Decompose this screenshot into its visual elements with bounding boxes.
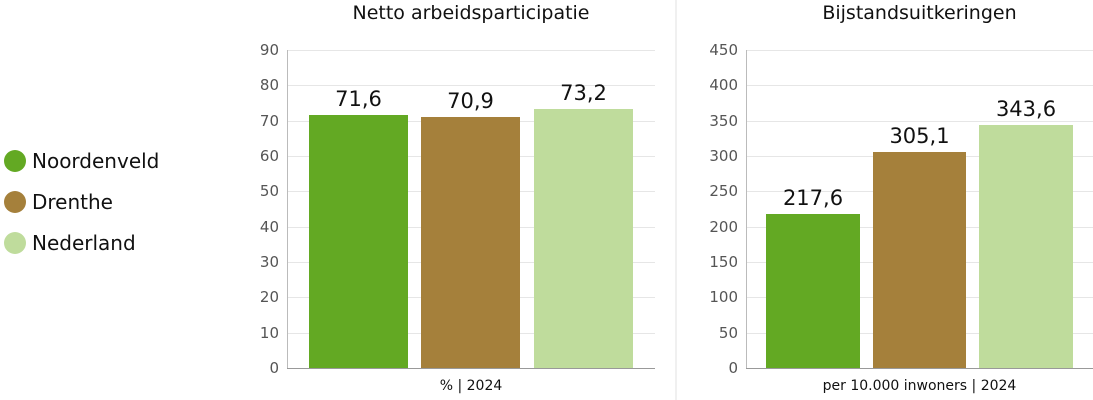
legend-dot-icon — [4, 231, 26, 254]
chart-title: Bijstandsuitkeringen — [822, 2, 1017, 24]
y-axis-line — [287, 50, 288, 368]
bar-value-label: 343,6 — [995, 97, 1057, 122]
legend-item-noordenveld[interactable]: Noordenveld — [4, 140, 159, 181]
y-tick-label: 50 — [718, 324, 738, 342]
y-tick-label: 30 — [259, 253, 279, 271]
x-axis-label: per 10.000 inwoners | 2024 — [822, 378, 1017, 394]
legend: Noordenveld Drenthe Nederland — [4, 140, 159, 263]
y-tick-label: 10 — [259, 324, 279, 342]
bar-drenthe[interactable] — [421, 117, 520, 368]
bar-value-label: 73,2 — [560, 81, 607, 106]
y-tick-label: 250 — [709, 182, 738, 200]
bar-value-label: 71,6 — [335, 87, 382, 111]
bar-noordenveld[interactable] — [766, 214, 860, 368]
gridline — [746, 50, 1093, 51]
y-tick-label: 400 — [709, 76, 738, 94]
y-tick-label: 50 — [259, 182, 279, 200]
gridline — [746, 85, 1093, 86]
legend-label: Drenthe — [32, 189, 113, 214]
y-tick-label: 350 — [709, 112, 738, 130]
x-axis-line — [746, 368, 1093, 369]
bar-nederland[interactable] — [534, 109, 633, 368]
bar-value-label: 70,9 — [447, 89, 494, 114]
y-tick-label: 300 — [709, 147, 738, 165]
legend-label: Nederland — [32, 230, 136, 255]
y-tick-label: 200 — [709, 218, 738, 236]
y-tick-label: 450 — [709, 41, 738, 59]
y-tick-label: 80 — [259, 76, 279, 94]
legend-dot-icon — [4, 149, 26, 172]
y-axis-line — [746, 50, 747, 368]
y-tick-label: 40 — [259, 218, 279, 236]
bar-noordenveld[interactable] — [309, 115, 408, 368]
chart-netto-arbeidsparticipatie: Netto arbeidsparticipatie % | 2024 0 10 20… — [259, 2, 655, 394]
bar-value-label: 305,1 — [889, 124, 950, 149]
y-tick-label: 20 — [259, 288, 279, 306]
x-axis-label: % | 2024 — [439, 378, 503, 394]
gridline — [746, 121, 1093, 122]
y-tick-label: 0 — [269, 359, 279, 377]
chart-title: Netto arbeidsparticipatie — [352, 2, 590, 24]
y-tick-label: 90 — [259, 41, 279, 59]
gridline — [287, 50, 655, 51]
y-tick-label: 0 — [728, 359, 738, 377]
gridline — [287, 85, 655, 86]
y-tick-label: 60 — [259, 147, 279, 165]
y-tick-label: 100 — [709, 288, 738, 306]
legend-item-nederland[interactable]: Nederland — [4, 222, 159, 263]
y-tick-label: 150 — [709, 253, 738, 271]
legend-label: Noordenveld — [32, 148, 160, 173]
bar-nederland[interactable] — [979, 125, 1073, 368]
chart-divider — [675, 0, 677, 400]
bar-value-label: 217,6 — [782, 186, 844, 211]
y-tick-label: 70 — [259, 112, 279, 130]
legend-item-drenthe[interactable]: Drenthe — [4, 181, 159, 222]
legend-dot-icon — [4, 190, 26, 213]
bar-drenthe[interactable] — [873, 152, 966, 368]
x-axis-line — [287, 368, 655, 369]
